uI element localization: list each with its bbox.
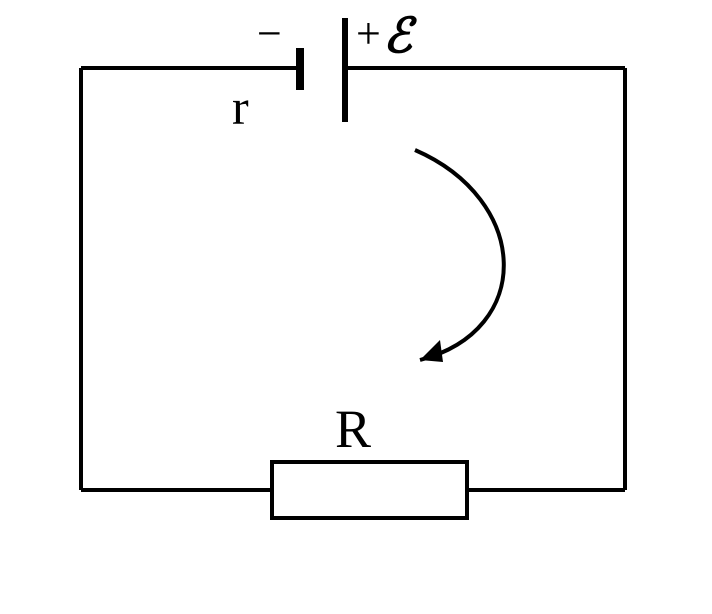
- resistor-box: [272, 462, 467, 518]
- resistor-label: R: [335, 398, 371, 460]
- current-arrowhead: [420, 340, 443, 362]
- internal-resistance-label: r: [232, 78, 249, 136]
- circuit-diagram: − + ℰ r R: [0, 0, 712, 609]
- plus-label: +: [356, 8, 381, 59]
- emf-label: ℰ: [383, 8, 412, 64]
- current-arc: [415, 150, 504, 360]
- circuit-svg: [0, 0, 712, 609]
- minus-label: −: [257, 8, 282, 59]
